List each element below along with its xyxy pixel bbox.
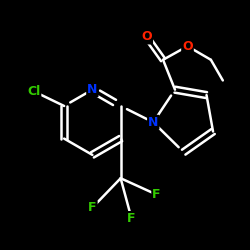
Text: O: O	[182, 40, 193, 53]
Text: F: F	[152, 188, 161, 201]
Text: Cl: Cl	[27, 85, 40, 98]
Text: N: N	[148, 116, 158, 129]
Text: N: N	[87, 83, 98, 96]
Text: F: F	[88, 201, 97, 214]
Text: F: F	[127, 212, 136, 225]
Text: O: O	[142, 30, 152, 44]
